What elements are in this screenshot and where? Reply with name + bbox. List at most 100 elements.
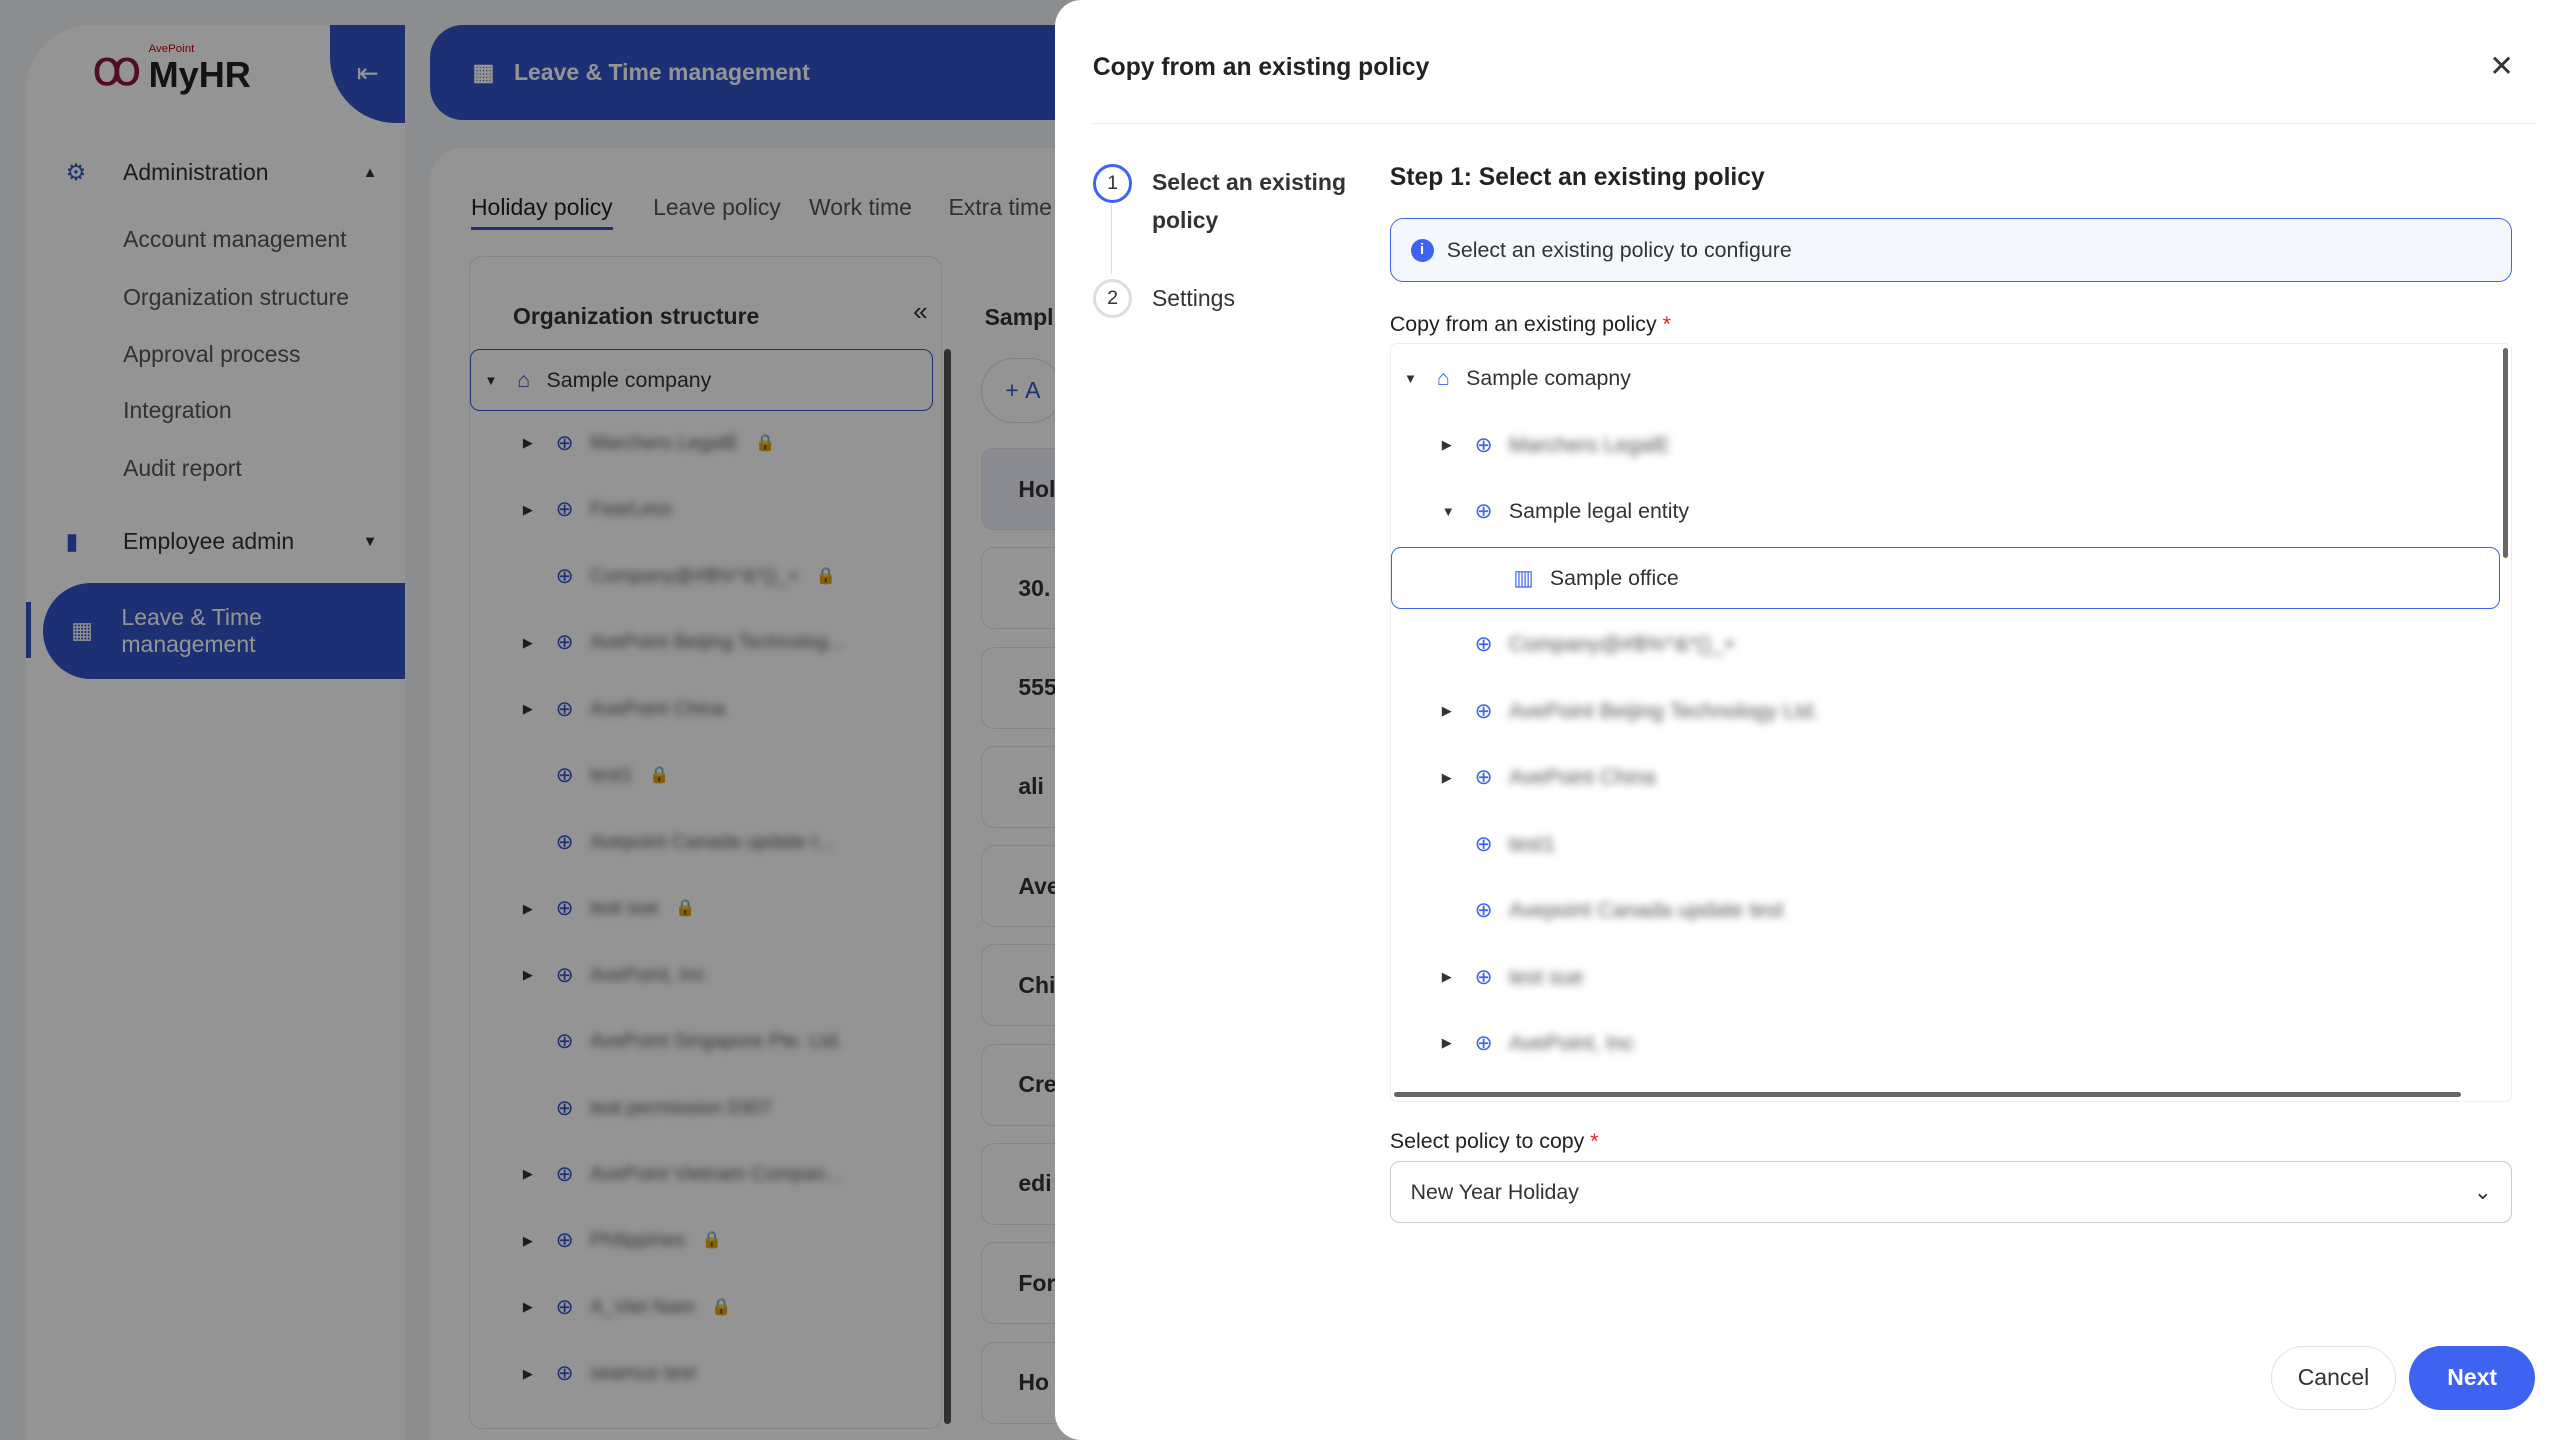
org-item-label: test permission 0307 [589, 1096, 772, 1119]
caret-right-icon: ▶ [522, 1166, 533, 1182]
tree-item[interactable]: ⊕ Avepoint Canada update test [1391, 879, 2500, 941]
close-icon[interactable]: ✕ [2489, 50, 2515, 84]
step-connector [1110, 205, 1112, 275]
org-item[interactable]: ▶ ⊕ Marchers LegalE 🔒 [523, 431, 776, 456]
org-item[interactable]: ▶ ⊕ Philippines 🔒 [523, 1228, 722, 1253]
logo: ꝏ AvePoint MyHR [91, 41, 251, 97]
caret-right-icon: ▶ [522, 435, 533, 451]
tree-item[interactable]: ▶ ⊕ AvePoint Beijing Technology Ltd. [1391, 680, 2500, 742]
tree-item-label: Sample office [1549, 565, 1679, 590]
org-item[interactable]: ▶ ⊕ AvePoint China [523, 697, 725, 722]
active-indicator [26, 602, 32, 659]
globe-icon: ⊕ [1474, 632, 1493, 657]
tree-item-label: AvePoint, Inc [1508, 1030, 1635, 1055]
globe-icon: ⊕ [555, 696, 574, 721]
nav-integration[interactable]: Integration [123, 397, 232, 424]
caret-right-icon: ▶ [522, 1299, 533, 1315]
org-item[interactable]: ▶ ⊕ test sue 🔒 [523, 896, 696, 921]
copy-policy-dialog: Copy from an existing policy ✕ 1 Select a… [1055, 0, 2560, 1440]
tab-extra-time[interactable]: Extra time [948, 193, 1052, 220]
caret-down-icon: ▼ [484, 372, 498, 388]
org-root-item[interactable]: ▼ ⌂ Sample company [470, 348, 934, 412]
policy-label-text: Select policy to copy [1389, 1129, 1585, 1154]
org-item[interactable]: ⊕ test permission 0307 [523, 1096, 772, 1121]
org-item[interactable]: ▶ ⊕ A_Viet Nam 🔒 [523, 1295, 732, 1320]
org-item[interactable]: ▶ ⊕ seamus test [523, 1361, 696, 1386]
tree-item[interactable]: ▶ ⊕ Marchers LegalE [1391, 414, 2500, 476]
org-item-label: AvePoint China [589, 697, 726, 720]
org-item[interactable]: ⊕ Avepoint Canada update t... [523, 830, 834, 855]
lock-icon: 🔒 [649, 766, 670, 785]
globe-icon: ⊕ [1474, 964, 1493, 989]
nav-audit-report[interactable]: Audit report [123, 454, 242, 481]
info-text: Select an existing policy to configure [1446, 237, 1792, 262]
tree-item[interactable]: ▼ ⊕ Sample legal entity [1391, 481, 2500, 543]
vertical-scrollbar[interactable] [2503, 347, 2509, 558]
org-root-label: Sample company [546, 367, 712, 392]
caret-right-icon: ▶ [1441, 1035, 1452, 1051]
caret-right-icon: ▶ [522, 1232, 533, 1248]
nav-leave-time-management[interactable]: ▦ Leave & Time management [42, 582, 406, 680]
policy-card[interactable]: edi [981, 1142, 1080, 1225]
nav-account-management[interactable]: Account management [123, 226, 347, 253]
cancel-button[interactable]: Cancel [2271, 1345, 2396, 1410]
org-item[interactable]: ▶ ⊕ AvePoint Vietnam Compan... [523, 1162, 842, 1187]
caret-right-icon: ▶ [522, 501, 533, 517]
org-item-label: Philippines [589, 1229, 686, 1252]
nav-administration[interactable]: ⚙ Administration ▲ [66, 159, 378, 186]
caret-right-icon: ▶ [522, 900, 533, 916]
caret-right-icon: ▶ [522, 1365, 533, 1381]
org-item[interactable]: ⊕ Company@#$%^&*()_+ 🔒 [523, 564, 836, 589]
globe-icon: ⊕ [1474, 765, 1493, 790]
next-button[interactable]: Next [2408, 1345, 2536, 1410]
org-item[interactable]: ▶ ⊕ AvePoint, Inc [523, 963, 706, 988]
tab-holiday-policy[interactable]: Holiday policy [470, 194, 613, 231]
tab-leave-policy[interactable]: Leave policy [653, 193, 781, 220]
myhr-logo-icon: ꝏ [91, 41, 143, 97]
caret-right-icon: ▶ [1441, 703, 1452, 719]
tree-item[interactable]: ⊕ test1 [1391, 813, 2500, 875]
nav-organization-structure[interactable]: Organization structure [123, 283, 350, 310]
tree-item[interactable]: ▼ ⌂ Sample comapny [1391, 348, 2500, 410]
tree-item-label: AvePoint China [1508, 765, 1656, 790]
dialog-title: Copy from an existing policy [1092, 54, 1430, 82]
org-item-label: Company@#$%^&*()_+ [589, 564, 800, 587]
org-item[interactable]: ⊕ test1 🔒 [523, 763, 670, 788]
org-item-label: test sue [589, 897, 659, 920]
lock-icon: 🔒 [755, 433, 776, 452]
org-item[interactable]: ⊕ AvePoint Singapore Pte. Ltd. [523, 1029, 843, 1054]
nav-approval-process[interactable]: Approval process [123, 341, 301, 368]
caret-right-icon: ▶ [1441, 769, 1452, 785]
policy-select[interactable]: New Year Holiday ⌄ [1389, 1161, 2513, 1224]
globe-icon: ⊕ [555, 1029, 574, 1054]
scrollbar[interactable] [944, 348, 951, 1424]
globe-icon: ⊕ [555, 1361, 574, 1386]
gear-icon: ⚙ [65, 159, 87, 186]
home-icon: ⌂ [517, 367, 531, 392]
org-item[interactable]: ▶ ⊕ FearLess [523, 497, 672, 522]
tree-item[interactable]: ▶ ⊕ AvePoint China [1391, 746, 2500, 808]
policy-card[interactable]: Ave [981, 845, 1080, 928]
horizontal-scrollbar[interactable] [1394, 1092, 2461, 1098]
org-item[interactable]: ▶ ⊕ AvePoint Beijing Technolog... [523, 630, 844, 655]
collapse-panel-icon[interactable]: « [913, 296, 928, 327]
policy-card[interactable]: Ho [981, 1341, 1080, 1424]
info-icon: i [1410, 238, 1434, 262]
globe-icon: ⊕ [555, 896, 574, 921]
required-marker: * [1662, 311, 1671, 336]
tab-work-time[interactable]: Work time [809, 193, 912, 220]
globe-icon: ⊕ [555, 962, 574, 987]
nav-employee-admin[interactable]: ▮ Employee admin ▼ [66, 528, 378, 555]
required-marker: * [1590, 1129, 1599, 1154]
policy-select-value: New Year Holiday [1410, 1179, 1579, 1204]
org-item-label: FearLess [589, 498, 672, 521]
globe-icon: ⊕ [555, 497, 574, 522]
tree-item[interactable]: ▶ ⊕ test sue [1391, 946, 2500, 1008]
tree-item[interactable]: ⊕ Company@#$%^&*()_+ [1391, 614, 2500, 676]
tree-item[interactable]: ▥ Sample office [1390, 547, 2501, 610]
tree-item[interactable]: ▶ ⊕ AvePoint, Inc [1391, 1012, 2500, 1074]
globe-icon: ⊕ [1474, 831, 1493, 856]
chevron-down-icon: ⌄ [2473, 1179, 2492, 1204]
tree-item-label: test sue [1508, 964, 1584, 989]
divider [1092, 123, 2536, 125]
